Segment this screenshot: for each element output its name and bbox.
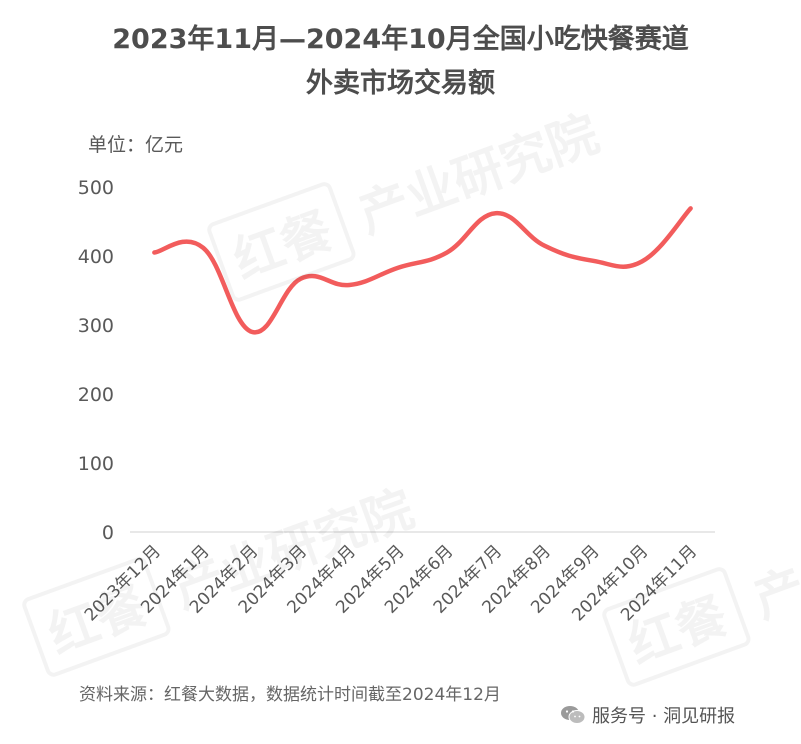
chart-title-line2: 外卖市场交易额 <box>306 68 495 99</box>
y-tick-label: 500 <box>78 177 114 199</box>
y-tick-label: 300 <box>78 315 114 337</box>
y-tick-label: 100 <box>78 453 114 475</box>
unit-label: 单位：亿元 <box>88 134 184 156</box>
wechat-icon <box>561 706 586 724</box>
brand-text: 服务号 · 洞见研报 <box>592 706 736 727</box>
brand-footer: 服务号 · 洞见研报 <box>560 702 735 728</box>
chart-title-line1: 2023年11月—2024年10月全国小吃快餐赛道 <box>112 24 689 55</box>
y-tick-label: 0 <box>102 522 114 544</box>
source-note: 资料来源：红餐大数据，数据统计时间截至2024年12月 <box>79 685 501 705</box>
chart-title: 2023年11月—2024年10月全国小吃快餐赛道 外卖市场交易额 <box>0 18 801 106</box>
series-line <box>152 206 693 335</box>
y-tick-label: 200 <box>78 384 114 406</box>
y-tick-label: 400 <box>78 246 114 268</box>
